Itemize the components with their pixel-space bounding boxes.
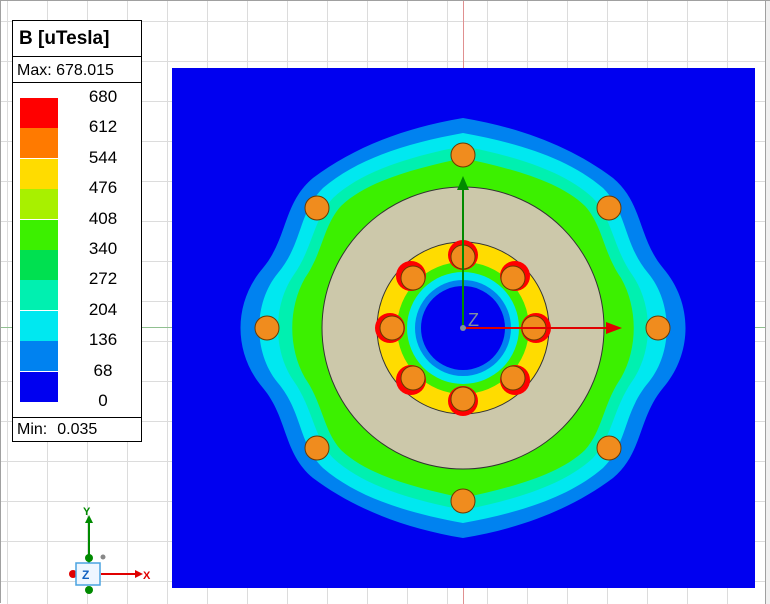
legend-tick-label: 680 xyxy=(88,87,118,106)
triad-y-label: Y xyxy=(83,506,91,518)
triad-left-knob xyxy=(69,570,77,578)
legend-swatch xyxy=(20,98,58,128)
plot-y-arrowhead xyxy=(457,176,469,190)
triad-x-label: X xyxy=(143,570,151,582)
legend-swatch xyxy=(20,250,58,280)
legend-tick-label: 612 xyxy=(88,117,118,137)
legend-tick-label: 544 xyxy=(88,147,118,167)
legend-title: B [uTesla] xyxy=(13,21,141,57)
legend-tick-label: 408 xyxy=(88,208,118,228)
field-plot[interactable]: Z xyxy=(172,68,755,588)
triad-right-knob xyxy=(100,554,106,560)
outer-conductors xyxy=(254,142,671,514)
legend-tick-label: 476 xyxy=(88,178,118,198)
legend-swatch xyxy=(20,219,58,250)
legend-tick-label: 0 xyxy=(98,391,108,410)
legend-swatch xyxy=(20,128,58,159)
legend-swatch xyxy=(20,341,58,372)
triad-y-arrowhead xyxy=(85,515,93,523)
legend-min: Min: 0.035 xyxy=(13,417,141,441)
legend-tick-label: 340 xyxy=(88,239,118,258)
triad-bottom-knob xyxy=(85,586,93,594)
legend-tick-label: 68 xyxy=(93,360,113,380)
legend-swatch xyxy=(20,371,58,402)
center-axis-label: Z xyxy=(468,310,479,330)
triad-z-box xyxy=(75,562,101,586)
viewport-right-border xyxy=(765,1,770,604)
triad-z-label: Z xyxy=(82,568,89,582)
color-legend[interactable]: B [uTesla] Max: 678.015 680 612 544 476 408 3… xyxy=(12,20,142,442)
legend-min-prefix: Min: xyxy=(17,421,48,438)
legend-tick-label: 272 xyxy=(88,269,118,289)
legend-max: Max: 678.015 xyxy=(13,58,141,83)
triad-top-knob xyxy=(85,554,93,562)
legend-tick-label: 204 xyxy=(88,299,118,319)
legend-swatch xyxy=(20,310,58,341)
triad-x-arrowhead xyxy=(135,570,143,578)
legend-swatch xyxy=(20,280,58,311)
legend-swatch xyxy=(20,158,58,189)
plot-x-arrowhead xyxy=(606,322,622,334)
orientation-triad[interactable]: Y X Z xyxy=(61,501,161,601)
legend-min-value: 0.035 xyxy=(57,421,98,438)
legend-tick-label: 136 xyxy=(88,330,118,350)
origin-dot xyxy=(460,325,466,331)
inner-conductors xyxy=(379,244,547,412)
legend-swatch xyxy=(20,189,58,220)
